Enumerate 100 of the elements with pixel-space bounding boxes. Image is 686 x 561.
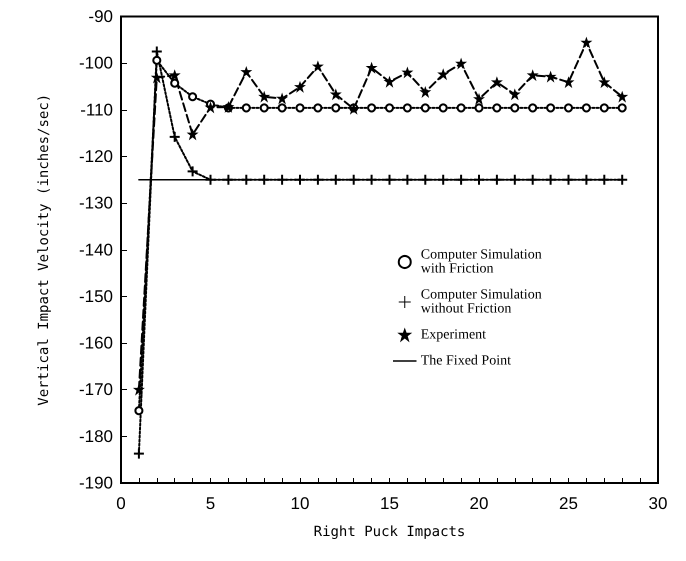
point <box>296 103 304 112</box>
x-tick-label: 5 <box>206 494 216 513</box>
point <box>401 174 414 186</box>
point <box>295 82 305 92</box>
point <box>152 72 162 83</box>
point <box>134 406 144 416</box>
point <box>420 87 430 98</box>
point <box>168 130 181 143</box>
point <box>204 174 216 186</box>
point <box>599 77 610 88</box>
point <box>188 130 198 140</box>
point <box>474 94 484 104</box>
legend-label: The Fixed Point <box>420 354 512 368</box>
point <box>564 103 573 112</box>
point <box>528 70 538 80</box>
y-tick-label: -130 <box>78 194 113 213</box>
point <box>277 94 288 104</box>
point <box>510 103 520 112</box>
x-axis-title: Right Puck Impacts <box>314 524 466 540</box>
point <box>170 78 180 88</box>
point <box>438 103 448 112</box>
point <box>580 174 592 186</box>
point <box>600 103 609 112</box>
point <box>455 174 468 186</box>
point <box>492 103 502 112</box>
point <box>150 45 163 58</box>
y-tick-label: -150 <box>78 286 113 306</box>
point <box>313 103 322 112</box>
point <box>582 103 591 112</box>
point <box>564 77 574 88</box>
point <box>562 174 574 186</box>
point <box>617 92 628 102</box>
point <box>474 103 484 112</box>
point <box>544 174 557 186</box>
legend-label: Computer Simulation without Friction <box>420 288 542 316</box>
x-tick-label: 0 <box>116 494 126 513</box>
y-tick-label: -170 <box>78 380 113 400</box>
point <box>508 174 521 186</box>
point <box>206 102 216 112</box>
y-tick-label: -120 <box>78 146 113 166</box>
point <box>132 448 145 460</box>
point <box>456 103 466 112</box>
point <box>618 103 627 112</box>
point <box>598 174 610 186</box>
legend-label: Computer Simulation with Friction <box>420 248 542 276</box>
y-tick-label: -190 <box>78 474 113 492</box>
point <box>312 174 324 186</box>
y-tick-label: -180 <box>78 426 113 446</box>
point <box>170 70 180 80</box>
point <box>419 174 432 186</box>
point <box>384 76 394 87</box>
point <box>258 174 270 186</box>
point <box>331 103 340 112</box>
point <box>546 72 556 82</box>
point <box>259 92 270 102</box>
legend-label: Experiment <box>420 328 486 342</box>
point <box>402 103 412 112</box>
point <box>276 174 288 186</box>
y-axis-title: Vertical Impact Velocity (inches/sec) <box>36 94 52 406</box>
point <box>437 174 450 186</box>
y-tick-label: -160 <box>78 334 113 353</box>
x-tick-label: 25 <box>559 494 578 513</box>
point <box>528 103 538 112</box>
point <box>510 89 520 100</box>
x-tick-label: 10 <box>290 494 310 513</box>
point <box>188 92 198 102</box>
y-tick-label: -140 <box>78 240 113 260</box>
point <box>366 62 377 73</box>
point <box>420 103 430 112</box>
point <box>330 174 342 186</box>
point <box>152 56 162 65</box>
y-tick-label: -100 <box>78 54 113 73</box>
point <box>384 174 396 186</box>
point <box>385 103 394 112</box>
point <box>490 174 503 186</box>
point <box>222 174 234 186</box>
point <box>240 174 252 186</box>
point <box>366 174 378 186</box>
x-tick-label: 30 <box>648 494 668 513</box>
point <box>330 89 341 100</box>
point <box>367 103 376 112</box>
point <box>312 61 323 72</box>
point <box>473 174 485 186</box>
x-tick-label: 20 <box>470 494 488 513</box>
point <box>438 69 448 80</box>
point <box>581 38 592 48</box>
y-tick-label: -90 <box>88 7 113 26</box>
point <box>241 67 252 78</box>
point <box>242 103 251 112</box>
x-tick-label: 15 <box>380 494 399 513</box>
y-tick-label: -110 <box>80 100 113 120</box>
point <box>616 174 628 186</box>
point <box>294 174 306 186</box>
point <box>134 384 144 395</box>
point <box>348 174 360 186</box>
point <box>278 103 287 112</box>
point <box>526 174 539 186</box>
point <box>456 58 466 69</box>
point <box>492 77 502 88</box>
point <box>402 67 412 78</box>
